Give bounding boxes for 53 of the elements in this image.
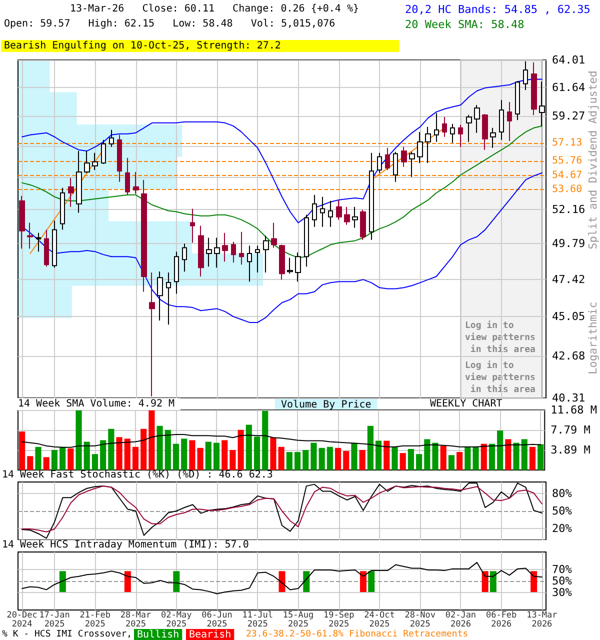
annotation: Log in to view patterns in this area	[465, 360, 536, 395]
x-axis-title: Volume By Price	[281, 400, 372, 410]
y-tick-label: 42.68	[552, 350, 586, 363]
annotation: Log in to view patterns in this area	[465, 320, 536, 355]
text: Bearish	[189, 630, 232, 640]
x-tick-label: 02-Jan 2026	[445, 610, 476, 630]
x-tick-label: 15-Aug 2025	[282, 610, 314, 630]
ref-line-label: 54.67	[552, 170, 582, 181]
y-tick-label: 30%	[552, 586, 572, 600]
text: 20,2 HC Bands: 54.85 , 62.35	[405, 3, 590, 16]
x-tick-label: 24-Oct 2025	[364, 610, 395, 630]
y-tick-label: 52.16	[552, 203, 586, 216]
text: % K - HCS IMI Crossover,	[2, 630, 132, 640]
y-tick-label: 45.05	[552, 310, 586, 324]
text: 13-Mar-26 Close: 60.11 Change: 0.26 {+0.4 %}	[70, 4, 359, 14]
x-tick-label: 11-Jul 2025	[242, 610, 273, 630]
text: Logarithmic	[586, 302, 600, 374]
x-tick-label: 13-Mar 2026	[526, 610, 558, 630]
text: Bullish	[137, 630, 180, 640]
x-tick-label: 28-Mar 2025	[120, 610, 152, 630]
text: Bearish Engulfing on 10-Oct-25, Strength: 27.2	[4, 40, 281, 52]
x-tick-label: 21-Feb 2025	[80, 610, 111, 630]
text: 23.6-38.2-50-61.8% Fibonacci Retracements	[246, 630, 468, 640]
y-tick-label: 7.79 M	[550, 423, 591, 436]
y-tick-label: 80%	[552, 487, 572, 500]
ref-line-label: 57.13	[552, 138, 582, 149]
y-tick-label: 40.31	[552, 392, 586, 404]
ref-line-label: 53.60	[552, 184, 582, 196]
y-tick-label: 50%	[552, 504, 572, 518]
text: Open: 59.57 High: 62.15 Low: 58.48 Vol: 5,015,076	[4, 18, 336, 30]
x-tick-label: 17-Jan 2025	[39, 610, 70, 630]
y-tick-label: 47.42	[552, 272, 586, 286]
y-axis-title: Split and Dividend Adjusted	[586, 70, 600, 250]
y-tick-label: 50%	[552, 574, 572, 588]
x-tick-label: 19-Sep 2025	[324, 610, 354, 630]
chart-title: 14 Week HCS Intraday Momentum (IMI): 57.0	[2, 540, 249, 550]
y-tick-label: 11.68 M	[550, 404, 598, 416]
y-tick-label: 61.64	[552, 81, 586, 94]
x-tick-label: 06-Feb 2026	[486, 610, 517, 630]
y-tick-label: 3.89 M	[550, 444, 591, 457]
text: WEEKLY CHART	[430, 398, 502, 410]
y-tick-label: 49.79	[552, 237, 586, 250]
text: 20 Week SMA: 58.48	[405, 18, 524, 31]
chart-title: 14 Week SMA Volume: 4.92 M	[18, 398, 175, 410]
x-tick-label: 06-Jun 2025	[202, 610, 232, 630]
y-tick-label: 70%	[552, 562, 572, 576]
y-tick-label: 64.01	[552, 54, 586, 66]
x-tick-label: 02-May 2025	[161, 610, 192, 630]
y-tick-label: 20%	[552, 522, 572, 535]
y-tick-label: 59.27	[552, 110, 586, 123]
x-tick-label: 28-Nov 2025	[404, 610, 436, 630]
x-tick-label: 20-Dec 2024	[6, 610, 38, 630]
ref-line-label: 55.76	[552, 155, 582, 166]
